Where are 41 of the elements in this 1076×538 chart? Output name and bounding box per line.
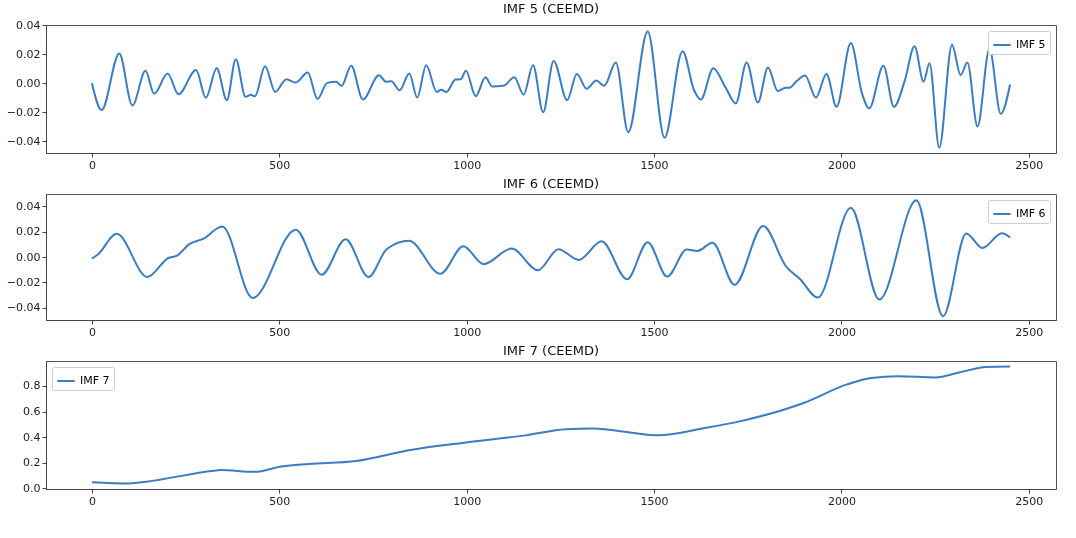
y-tick-label: 0.6 [23,405,41,419]
y-tick-label: 0.0 [23,481,41,495]
chart-title: IMF 5 (CEEMD) [503,1,599,16]
x-tick-label: 500 [269,494,291,508]
y-tick-label: 0.00 [16,76,41,90]
x-tick-label: 1500 [640,158,669,172]
y-tick-label: 0.00 [16,250,41,264]
x-tick-label: 2500 [1015,158,1044,172]
y-tick-label: 0.04 [16,18,41,32]
x-tick-label: 2000 [827,325,856,339]
y-tick-label: −0.04 [6,301,41,315]
y-tick-label: 0.04 [16,199,41,213]
y-tick-label: 0.4 [23,430,41,444]
legend-label: IMF 5 [1016,38,1046,51]
y-tick-label: −0.02 [6,105,41,119]
x-tick-label: 500 [269,325,291,339]
line-series [90,199,1012,318]
x-tick-label: 2000 [827,158,856,172]
y-tick-label: 0.02 [16,225,41,239]
legend-label: IMF 6 [1016,207,1046,220]
x-tick-label: 2500 [1015,325,1044,339]
y-tick-label: −0.02 [6,275,41,289]
x-tick-label: 1000 [453,158,482,172]
y-tick-label: 0.8 [23,379,41,393]
x-tick-label: 500 [269,158,291,172]
x-tick-label: 2500 [1015,494,1044,508]
x-tick-label: 0 [88,325,96,339]
x-tick-label: 1000 [453,325,482,339]
y-tick-label: −0.04 [6,134,41,148]
legend-label: IMF 7 [80,374,110,387]
y-tick-label: 0.02 [16,47,41,61]
chart-title: IMF 7 (CEEMD) [503,343,599,358]
line-series [90,30,1012,149]
y-tick-label: 0.2 [23,456,41,470]
x-tick-label: 1500 [640,494,669,508]
chart-title: IMF 6 (CEEMD) [503,176,599,191]
x-tick-label: 1500 [640,325,669,339]
x-tick-label: 1000 [453,494,482,508]
x-tick-label: 0 [88,494,96,508]
x-tick-label: 0 [88,158,96,172]
x-tick-label: 2000 [827,494,856,508]
